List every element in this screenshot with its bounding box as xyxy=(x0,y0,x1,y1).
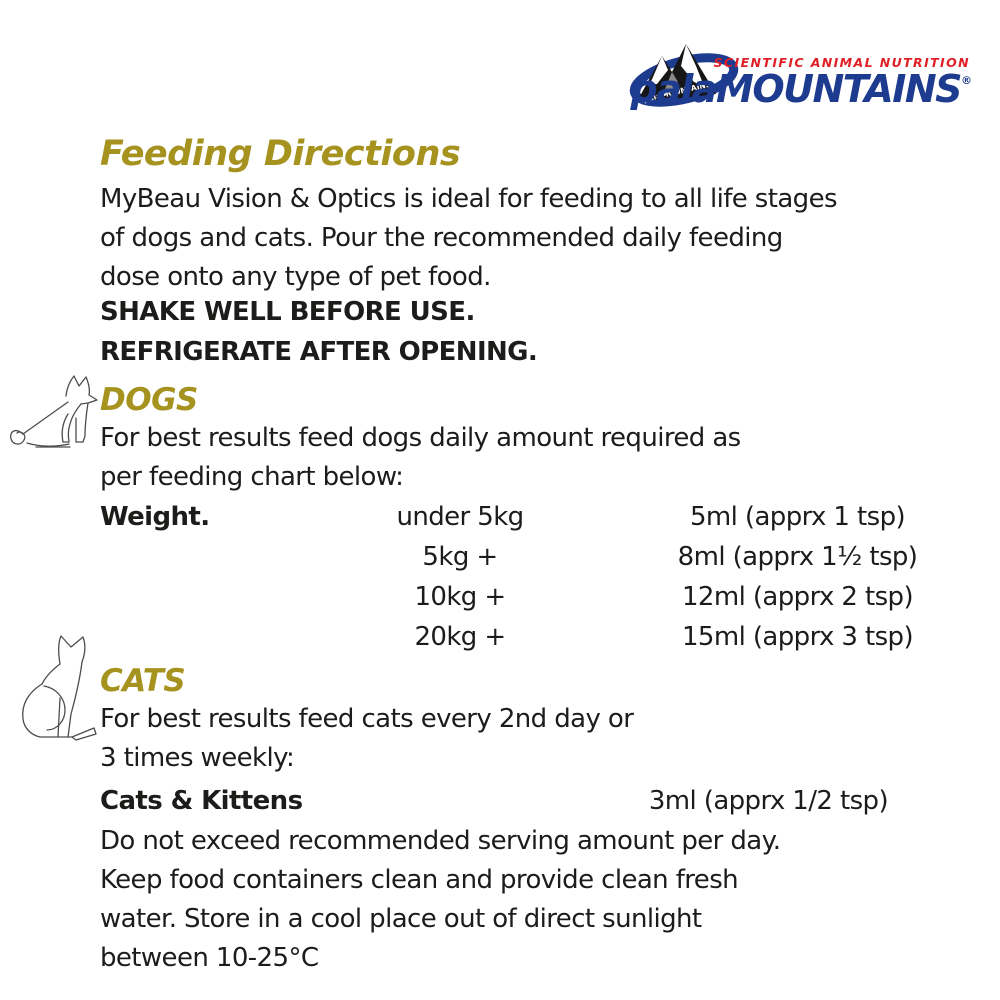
cats-intro-paragraph: For best results feed cats every 2nd day… xyxy=(100,700,634,778)
notes-line: between 10-25°C xyxy=(100,943,319,973)
mountain-emblem-icon: palaMOUNTAINS xyxy=(629,44,739,107)
amount-value: 5ml (apprx 1 tsp) xyxy=(689,502,906,532)
dogs-feeding-table: Weight. under 5kg 5ml (apprx 1 tsp) 5kg … xyxy=(100,497,970,657)
weight-column-label: Weight. xyxy=(100,502,210,532)
logo-brand-text: palaMOUNTAINS® xyxy=(631,70,972,108)
dogs-intro-line: For best results feed dogs daily amount … xyxy=(100,423,741,453)
amount-value: 12ml (apprx 2 tsp) xyxy=(681,582,914,612)
notes-line: Do not exceed recommended serving amount… xyxy=(100,826,781,856)
cats-amount-value: 3ml (apprx 1/2 tsp) xyxy=(648,786,889,816)
amount-value: 8ml (apprx 1½ tsp) xyxy=(677,542,918,572)
dog-icon xyxy=(9,375,98,448)
intro-paragraph: MyBeau Vision & Optics is ideal for feed… xyxy=(100,180,838,297)
notes-line: water. Store in a cool place out of dire… xyxy=(100,904,702,934)
registered-trademark: ® xyxy=(961,74,972,87)
refrigerate-line: REFRIGERATE AFTER OPENING. xyxy=(100,337,538,367)
shake-well-line: SHAKE WELL BEFORE USE. xyxy=(100,297,475,327)
logo-brand-suffix: MOUNTAINS xyxy=(716,67,962,111)
storage-instructions: SHAKE WELL BEFORE USE. REFRIGERATE AFTER… xyxy=(100,292,538,372)
cat-icon xyxy=(22,635,97,741)
brand-logo: palaMOUNTAINS SCIENTIFIC ANIMAL NUTRITIO… xyxy=(618,38,972,118)
logo-brand-prefix: pala xyxy=(630,67,718,111)
weight-value: under 5kg xyxy=(396,502,524,532)
intro-line: of dogs and cats. Pour the recommended d… xyxy=(100,223,783,253)
cats-intro-line: For best results feed cats every 2nd day… xyxy=(100,704,634,734)
table-spacer xyxy=(100,617,295,657)
dogs-intro-line: per feeding chart below: xyxy=(100,462,404,492)
logo-tagline: SCIENTIFIC ANIMAL NUTRITION xyxy=(713,55,970,70)
table-spacer xyxy=(100,577,295,617)
weight-value: 5kg + xyxy=(422,542,498,572)
weight-value: 20kg + xyxy=(414,622,506,652)
feeding-directions-heading: Feeding Directions xyxy=(100,134,461,174)
dogs-heading: DOGS xyxy=(100,382,198,418)
notes-line: Keep food containers clean and provide c… xyxy=(100,865,739,895)
cats-kittens-label: Cats & Kittens xyxy=(100,786,303,816)
cats-heading: CATS xyxy=(100,663,186,699)
cats-intro-line: 3 times weekly: xyxy=(100,743,295,773)
table-spacer xyxy=(100,537,295,577)
intro-line: dose onto any type of pet food. xyxy=(100,262,491,292)
weight-value: 10kg + xyxy=(414,582,506,612)
intro-line: MyBeau Vision & Optics is ideal for feed… xyxy=(100,184,838,214)
amount-value: 15ml (apprx 3 tsp) xyxy=(681,622,914,652)
storage-notes-paragraph: Do not exceed recommended serving amount… xyxy=(100,822,781,978)
dogs-intro-paragraph: For best results feed dogs daily amount … xyxy=(100,419,741,497)
cats-feeding-row: Cats & Kittens 3ml (apprx 1/2 tsp) xyxy=(100,781,889,821)
